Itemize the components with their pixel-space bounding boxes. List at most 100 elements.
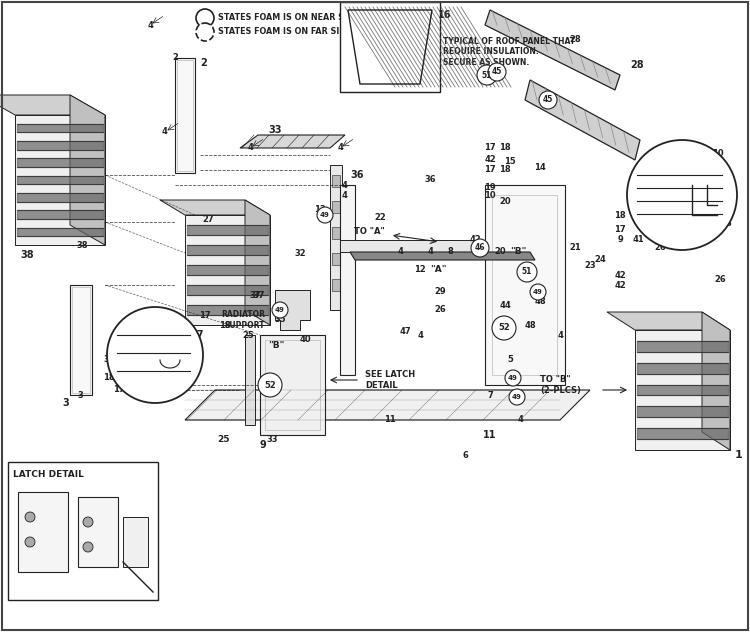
Text: 2: 2 — [200, 58, 207, 68]
Text: 25: 25 — [242, 332, 254, 341]
Text: 18: 18 — [500, 166, 511, 174]
Circle shape — [196, 9, 214, 27]
Text: 49: 49 — [320, 212, 330, 218]
Text: 29: 29 — [434, 288, 445, 296]
Text: 26: 26 — [714, 276, 726, 284]
Text: 19: 19 — [484, 183, 496, 193]
Text: 37: 37 — [252, 291, 265, 300]
Circle shape — [488, 63, 506, 81]
Text: 2: 2 — [172, 54, 178, 63]
Bar — [492, 195, 557, 375]
Bar — [332, 175, 340, 187]
Text: 9: 9 — [260, 440, 267, 450]
Text: TO "A": TO "A" — [354, 228, 385, 236]
Text: 4: 4 — [557, 331, 563, 339]
Bar — [175, 58, 195, 173]
Text: 42: 42 — [614, 281, 626, 289]
Text: 39: 39 — [113, 336, 125, 344]
Text: 37: 37 — [249, 291, 261, 300]
Text: "B": "B" — [268, 341, 284, 349]
Text: TYPICAL OF ROOF PANEL THAT
REQUIRE INSULATION.
SECURE AS SHOWN.: TYPICAL OF ROOF PANEL THAT REQUIRE INSUL… — [443, 37, 575, 67]
Bar — [245, 335, 255, 425]
Text: 1: 1 — [735, 450, 742, 460]
Text: 49: 49 — [508, 375, 518, 381]
Text: 27: 27 — [190, 330, 203, 340]
Text: 4: 4 — [247, 143, 253, 152]
Polygon shape — [15, 115, 105, 245]
Text: 14: 14 — [534, 164, 546, 173]
Text: 39: 39 — [692, 152, 703, 162]
Text: 52: 52 — [264, 380, 276, 389]
Circle shape — [471, 239, 489, 257]
Text: "A": "A" — [430, 265, 446, 274]
Text: 49: 49 — [533, 289, 543, 295]
Text: 36: 36 — [350, 170, 364, 180]
Text: 52: 52 — [498, 324, 510, 332]
Text: 41: 41 — [710, 198, 722, 207]
Bar — [123, 517, 148, 567]
Text: 44: 44 — [500, 300, 511, 310]
Text: 49: 49 — [275, 307, 285, 313]
Circle shape — [530, 284, 546, 300]
Text: 24: 24 — [594, 255, 606, 265]
Text: 46: 46 — [475, 243, 485, 253]
Text: 4: 4 — [162, 128, 168, 137]
Circle shape — [196, 23, 214, 41]
Text: 22: 22 — [374, 214, 386, 222]
Bar — [70, 285, 92, 395]
Circle shape — [317, 207, 333, 223]
Text: 20: 20 — [500, 197, 511, 207]
Text: 6: 6 — [462, 451, 468, 459]
Text: 4: 4 — [342, 190, 348, 200]
Text: 32: 32 — [104, 355, 115, 365]
Text: 15: 15 — [504, 157, 516, 166]
Text: 23: 23 — [584, 260, 596, 269]
Text: 48: 48 — [524, 320, 536, 329]
Text: 36: 36 — [424, 176, 436, 185]
Polygon shape — [0, 95, 105, 115]
Circle shape — [505, 370, 521, 386]
Polygon shape — [70, 95, 105, 245]
Text: 51: 51 — [522, 267, 532, 277]
Text: 18: 18 — [500, 143, 511, 152]
Text: 18: 18 — [674, 150, 686, 159]
Text: 21: 21 — [569, 243, 580, 253]
Text: 25: 25 — [217, 435, 230, 444]
Polygon shape — [275, 290, 310, 330]
Text: TO "B"
(2-PLCS): TO "B" (2-PLCS) — [540, 375, 580, 395]
Bar — [332, 201, 340, 213]
Text: 39: 39 — [634, 204, 646, 212]
Text: 8: 8 — [447, 248, 453, 257]
Text: 10: 10 — [654, 195, 666, 205]
Text: 9: 9 — [617, 236, 622, 245]
Polygon shape — [160, 200, 270, 215]
Text: 32: 32 — [11, 557, 22, 566]
Text: 4: 4 — [397, 248, 403, 257]
Bar — [176, 59, 194, 171]
Circle shape — [477, 65, 497, 85]
Polygon shape — [635, 330, 730, 450]
Text: 45: 45 — [543, 95, 554, 104]
Text: 10: 10 — [712, 149, 724, 157]
Text: 30: 30 — [11, 507, 22, 516]
Text: 26: 26 — [720, 219, 732, 228]
Text: 33: 33 — [266, 435, 278, 444]
Polygon shape — [485, 10, 620, 90]
Text: 3: 3 — [62, 398, 69, 408]
Text: 18: 18 — [219, 320, 231, 329]
Text: 17: 17 — [484, 166, 496, 174]
Circle shape — [509, 389, 525, 405]
Bar — [260, 335, 325, 435]
Text: 18: 18 — [614, 210, 626, 219]
Circle shape — [492, 316, 516, 340]
Circle shape — [25, 537, 35, 547]
Text: 4: 4 — [147, 20, 153, 30]
Text: 17: 17 — [113, 386, 125, 394]
Text: 11: 11 — [384, 415, 396, 425]
Text: 28: 28 — [630, 60, 644, 70]
Text: STATES FOAM IS ON FAR SIDE: STATES FOAM IS ON FAR SIDE — [218, 28, 351, 37]
Text: 4: 4 — [417, 331, 423, 339]
Text: 41: 41 — [160, 320, 172, 329]
Text: STATES FOAM IS ON NEAR SIDE: STATES FOAM IS ON NEAR SIDE — [218, 13, 359, 23]
Text: 16: 16 — [438, 10, 452, 20]
